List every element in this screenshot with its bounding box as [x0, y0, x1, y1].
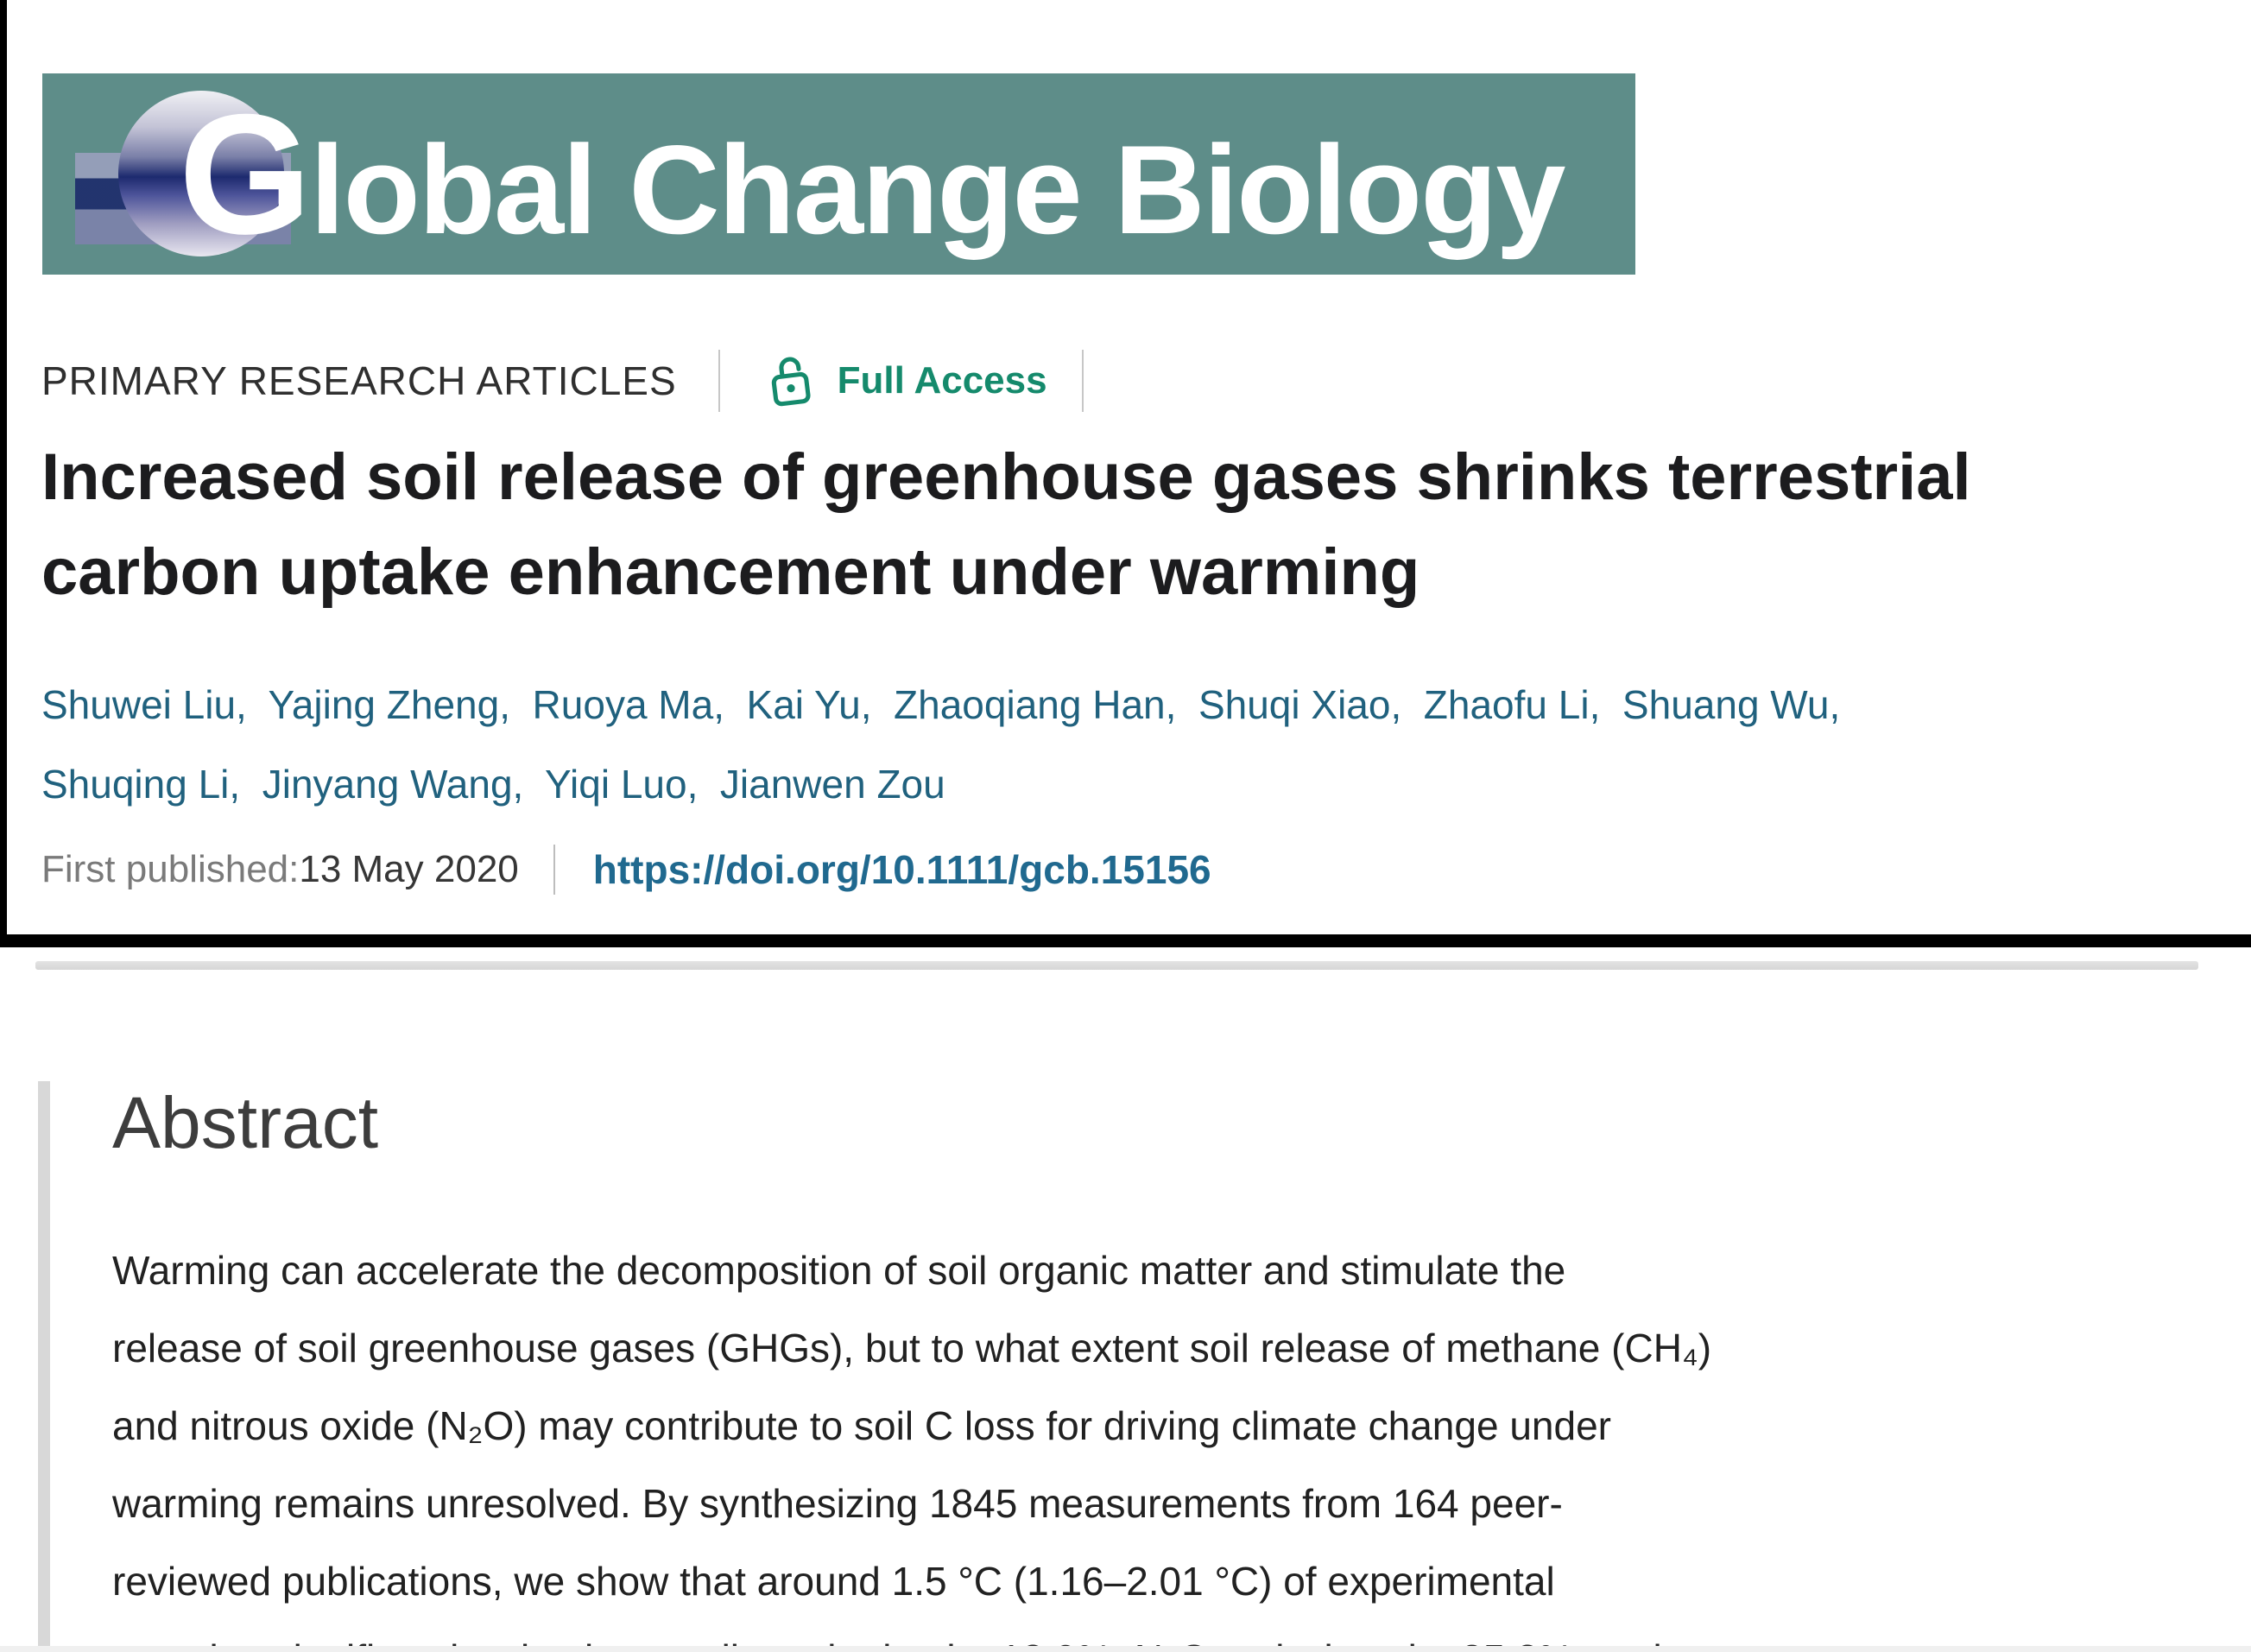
eyebrow-divider: [718, 350, 720, 412]
publication-info-row: First published: 13 May 2020 https://doi…: [41, 845, 1211, 895]
abstract-text-line: warming remains unresolved. By synthesiz…: [112, 1481, 1563, 1526]
article-title-line: carbon uptake enhancement under warming: [41, 535, 1420, 609]
abstract-text: Warming can accelerate the decomposition…: [112, 1231, 2202, 1652]
published-divider: [553, 845, 555, 895]
article-eyebrow-row: PRIMARY RESEARCH ARTICLES Full Access: [41, 347, 1084, 415]
abstract-text-line: and nitrous oxide (N₂O) may contribute t…: [112, 1403, 1611, 1448]
author-links-line[interactable]: Shuqing Li, Jinyang Wang, Yiqi Luo, Jian…: [41, 762, 945, 807]
article-category-link[interactable]: PRIMARY RESEARCH ARTICLES: [41, 358, 677, 403]
journal-title: G lobal Change Biology: [179, 73, 1566, 275]
viewport-bottom-edge: [0, 1646, 2251, 1652]
journal-banner: G lobal Change Biology: [42, 73, 1635, 275]
doi-link[interactable]: https://doi.org/10.1111/gcb.15156: [592, 847, 1211, 892]
page-left-border: [0, 0, 7, 946]
open-lock-icon: [762, 351, 818, 412]
header-bottom-bar: [0, 934, 2251, 947]
journal-title-rest: lobal Change Biology: [310, 119, 1566, 260]
first-published-label: First published:: [41, 848, 300, 890]
first-published-date: 13 May 2020: [299, 848, 519, 890]
abstract-heading: Abstract: [112, 1082, 379, 1163]
author-links-line[interactable]: Shuwei Liu, Yajing Zheng, Ruoya Ma, Kai …: [41, 682, 1841, 727]
abstract-text-line: release of soil greenhouse gases (GHGs),…: [112, 1326, 1712, 1370]
abstract-text-line: reviewed publications, we show that arou…: [112, 1559, 1555, 1604]
globe-logo-icon: [118, 91, 284, 256]
journal-title-initial: G: [179, 79, 312, 269]
full-access-badge: Full Access: [837, 359, 1047, 402]
abstract-text-line: Warming can accelerate the decomposition…: [112, 1248, 1566, 1293]
article-title-line: Increased soil release of greenhouse gas…: [41, 440, 1971, 514]
article-title: Increased soil release of greenhouse gas…: [41, 430, 1971, 620]
eyebrow-divider: [1081, 350, 1084, 412]
author-list: Shuwei Liu, Yajing Zheng, Ruoya Ma, Kai …: [41, 665, 1840, 824]
abstract-left-strip: [38, 1081, 50, 1652]
section-divider-rule: [35, 961, 2198, 970]
